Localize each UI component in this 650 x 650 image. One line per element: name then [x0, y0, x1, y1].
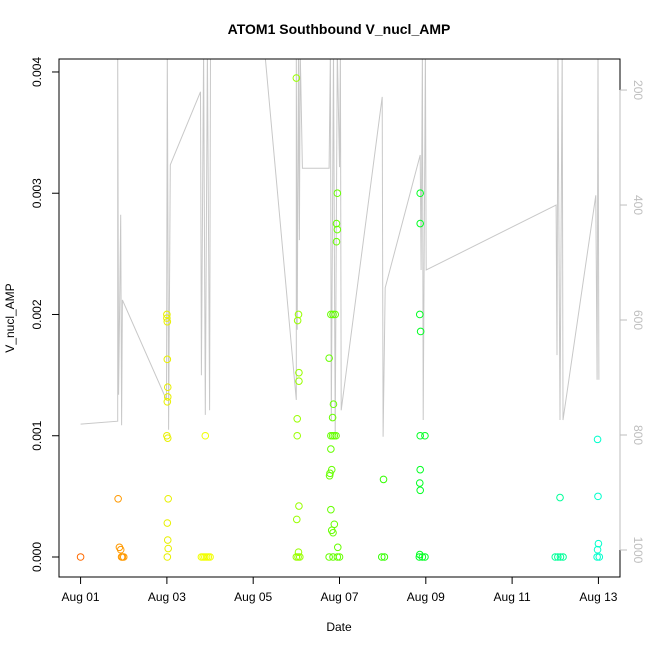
data-point [163, 393, 172, 401]
data-point [556, 553, 565, 561]
data-point [327, 310, 335, 319]
data-point [593, 435, 602, 444]
data-point [163, 434, 172, 442]
data-point [380, 553, 389, 561]
data-point [164, 544, 172, 553]
y2-tick-label: 400 [631, 195, 645, 215]
data-point [416, 465, 424, 474]
x-tick-label: Aug 07 [320, 590, 358, 604]
data-point [416, 219, 424, 228]
y-tick-label: 0.000 [30, 542, 44, 572]
data-point [421, 431, 429, 440]
data-point [551, 553, 560, 561]
data-point [293, 414, 302, 423]
data-point [163, 314, 171, 322]
data-point [163, 553, 172, 561]
data-point [325, 553, 333, 561]
data-point [114, 494, 122, 503]
x-tick-label: Aug 05 [234, 590, 272, 604]
chart-title: ATOM1 Southbound V_nucl_AMP [228, 21, 451, 37]
data-point [294, 548, 303, 556]
data-point [295, 368, 303, 377]
data-point [593, 553, 601, 561]
y-tick-label: 0.004 [30, 57, 44, 87]
data-point [416, 189, 424, 198]
data-point [416, 486, 424, 495]
data-point [333, 189, 342, 198]
data-point [333, 225, 342, 234]
data-point [415, 553, 424, 561]
x-tick-label: Aug 13 [579, 590, 617, 604]
data-point [119, 553, 128, 561]
data-point [76, 553, 85, 561]
data-point [163, 383, 172, 392]
data-point [325, 354, 333, 362]
data-point [335, 553, 344, 561]
data-point [333, 553, 342, 561]
plot-area [76, 59, 604, 561]
data-point [593, 545, 602, 554]
data-point [163, 397, 172, 406]
y-axis-label: V_nucl_AMP [3, 283, 17, 352]
x-tick-label: Aug 11 [494, 590, 531, 604]
data-point [295, 502, 303, 510]
data-point [295, 553, 304, 561]
y2-tick-label: 1000 [631, 537, 645, 564]
data-point [416, 327, 425, 336]
data-point [332, 431, 340, 440]
y-tick-label: 0.003 [30, 178, 44, 208]
y-tick-label: 0.001 [30, 420, 44, 450]
data-point [116, 545, 125, 554]
data-point [164, 494, 172, 503]
y2-tick-label: 200 [631, 80, 645, 100]
y2-tick-label: 600 [631, 310, 645, 330]
data-point [594, 539, 603, 548]
x-tick-label: Aug 01 [62, 590, 100, 604]
data-point [415, 310, 424, 319]
data-point [163, 310, 171, 319]
x-tick-label: Aug 03 [148, 590, 186, 604]
data-point [325, 471, 334, 480]
x-axis-label: Date [326, 620, 352, 634]
data-point [206, 553, 214, 561]
y2-tick-label: 800 [631, 425, 645, 445]
data-point [163, 317, 172, 326]
data-point [377, 553, 386, 561]
data-point [415, 479, 424, 487]
data-point [554, 553, 562, 561]
data-point [331, 310, 339, 319]
data-point [559, 553, 567, 561]
y-tick-label: 0.002 [30, 299, 44, 329]
data-point [556, 493, 564, 502]
data-point [329, 310, 337, 319]
data-point [594, 492, 602, 501]
x-tick-label: Aug 09 [407, 590, 445, 604]
data-point [163, 519, 172, 527]
data-point [293, 431, 302, 440]
data-point [293, 316, 302, 325]
data-point [201, 431, 210, 440]
data-point [333, 543, 342, 552]
depth-line [80, 59, 600, 437]
data-point [327, 505, 335, 514]
data-point [163, 536, 172, 544]
data-point [295, 377, 303, 385]
data-point [421, 553, 429, 561]
data-point [292, 74, 301, 82]
data-point [329, 528, 337, 537]
data-point [328, 413, 337, 422]
data-point [332, 237, 341, 246]
data-point [327, 445, 335, 453]
data-point [379, 475, 388, 484]
data-point [163, 355, 172, 364]
data-point [292, 515, 301, 524]
data-point [416, 431, 424, 440]
data-point [418, 553, 427, 561]
data-point [329, 400, 338, 409]
data-point [595, 553, 604, 561]
